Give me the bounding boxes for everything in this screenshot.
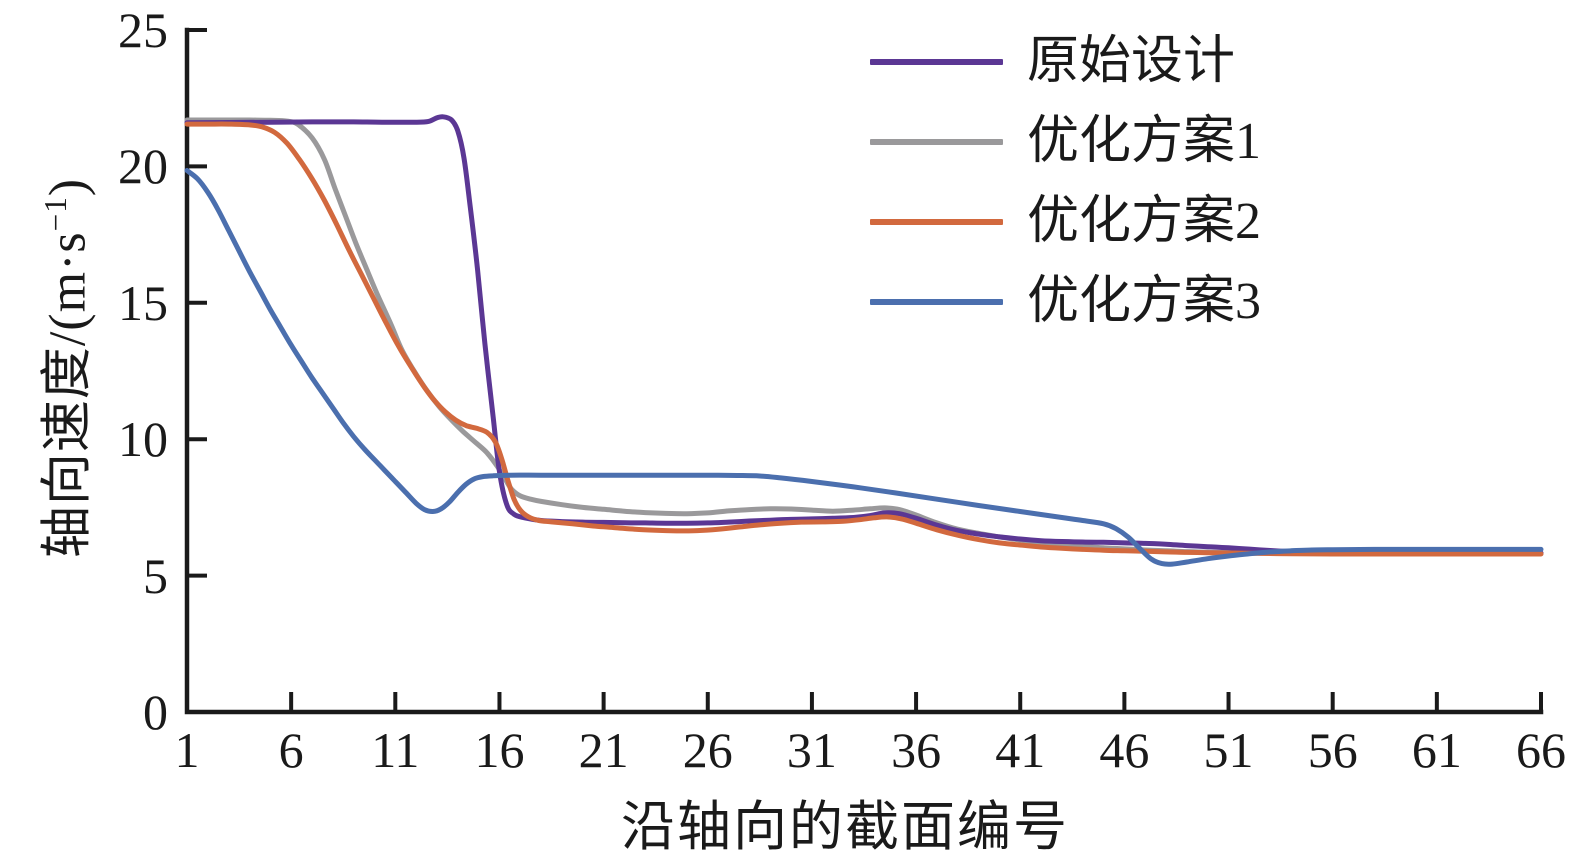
y-axis-title-superscript: −1 — [38, 196, 74, 232]
y-tick-label: 5 — [143, 547, 168, 604]
x-tick-label: 41 — [995, 722, 1046, 778]
series-line-1 — [184, 114, 1544, 556]
legend-label: 优化方案2 — [1027, 193, 1262, 250]
series-line-4 — [184, 168, 1544, 567]
legend-line-swatch — [870, 299, 1003, 305]
series-line-3 — [184, 121, 1544, 557]
legend-line-swatch — [870, 59, 1003, 65]
x-axis-title: 沿轴向的截面编号 — [621, 797, 1069, 856]
legend: 原始设计优化方案1 优化方案2 优化方案3 — [870, 22, 1261, 342]
legend-label: 优化方案1 — [1027, 113, 1262, 170]
x-tick-label: 46 — [1099, 722, 1150, 778]
legend-line-swatch — [870, 219, 1003, 225]
legend-item-1: 原始设计 — [870, 22, 1261, 102]
x-tick-label: 26 — [682, 722, 733, 778]
y-tick-label: 0 — [143, 684, 168, 740]
legend-line-swatch — [870, 139, 1003, 145]
x-tick-label: 6 — [278, 722, 304, 778]
x-tick-label: 56 — [1307, 722, 1358, 778]
axis-spine — [184, 27, 1544, 715]
x-tick-label: 21 — [578, 722, 629, 778]
legend-label: 原始设计 — [1027, 33, 1236, 90]
x-tick-label: 61 — [1411, 722, 1462, 778]
x-tick-label: 66 — [1516, 722, 1566, 778]
x-tick-label: 1 — [174, 722, 200, 778]
legend-label: 优化方案3 — [1027, 273, 1262, 330]
y-tick-label: 20 — [118, 138, 168, 195]
x-tick-label: 11 — [371, 722, 420, 778]
x-tick-label: 31 — [786, 722, 837, 778]
x-tick-label: 36 — [891, 722, 942, 778]
legend-item-2: 优化方案1 — [870, 102, 1261, 182]
x-tick-label: 16 — [474, 722, 525, 778]
y-tick-label: 10 — [118, 411, 168, 468]
legend-item-4: 优化方案3 — [870, 262, 1261, 342]
y-axis-title: 轴向速度/(m·s−1) — [25, 178, 100, 558]
x-tick-label: 51 — [1203, 722, 1254, 778]
legend-item-3: 优化方案2 — [870, 182, 1261, 262]
y-tick-label: 25 — [118, 2, 168, 58]
y-tick-label: 15 — [118, 274, 168, 331]
